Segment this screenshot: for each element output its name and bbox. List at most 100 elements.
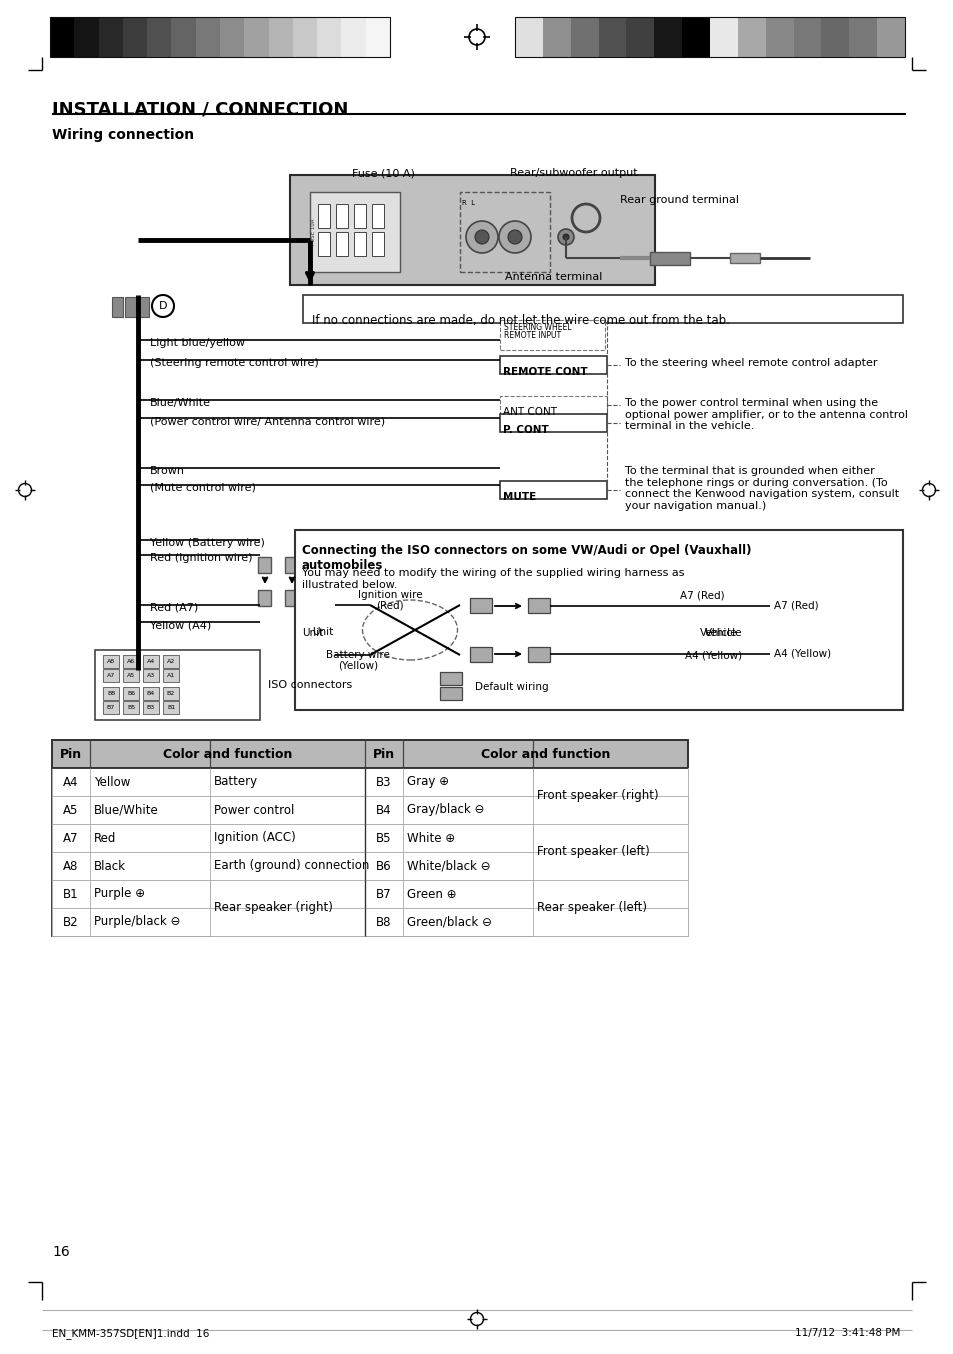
Bar [195, 18, 220, 57]
Bar [103, 701, 119, 714]
Bar [52, 741, 687, 768]
Text: Yellow: Yellow [94, 776, 131, 788]
Text: B6: B6 [375, 860, 392, 872]
Bar [257, 556, 271, 573]
Text: REMOTE INPUT: REMOTE INPUT [503, 330, 560, 340]
Bar [163, 686, 179, 700]
Bar [317, 232, 330, 256]
Text: B7: B7 [375, 887, 392, 900]
Bar [709, 18, 737, 57]
Text: B8: B8 [375, 915, 392, 929]
Text: INSTALLATION / CONNECTION: INSTALLATION / CONNECTION [52, 100, 348, 118]
Text: A4: A4 [147, 659, 155, 663]
Text: B6: B6 [127, 691, 135, 696]
Text: Purple/black ⊖: Purple/black ⊖ [94, 915, 180, 929]
Text: B8: B8 [107, 691, 115, 696]
Bar [52, 768, 687, 796]
Text: Blue/White: Blue/White [150, 398, 211, 408]
Text: B4: B4 [375, 803, 392, 816]
Bar [499, 414, 606, 432]
Bar [459, 192, 550, 272]
Text: If no connections are made, do not let the wire come out from the tab.: If no connections are made, do not let t… [312, 314, 729, 328]
Bar [285, 556, 297, 573]
Text: Power control: Power control [213, 803, 294, 816]
Text: To the power control terminal when using the
optional power amplifier, or to the: To the power control terminal when using… [624, 398, 907, 431]
Text: Vehicle: Vehicle [704, 628, 741, 638]
Text: B1: B1 [167, 705, 175, 709]
Circle shape [465, 221, 497, 253]
Text: Vehicle: Vehicle [700, 628, 737, 638]
Bar [290, 175, 655, 284]
Bar [793, 18, 821, 57]
Bar [737, 18, 765, 57]
Text: You may need to modify the wiring of the supplied wiring harness as
illustrated : You may need to modify the wiring of the… [302, 567, 684, 589]
Bar [515, 18, 542, 57]
Bar [303, 295, 902, 324]
Bar [585, 204, 599, 218]
Bar [294, 529, 902, 709]
Text: To the terminal that is grounded when either
the telephone rings or during conve: To the terminal that is grounded when ei… [624, 466, 898, 510]
Text: Earth (ground) connection: Earth (ground) connection [213, 860, 369, 872]
Text: Fuse (10 A): Fuse (10 A) [352, 168, 415, 177]
Text: A7 (Red): A7 (Red) [773, 600, 818, 611]
Text: Gray/black ⊖: Gray/black ⊖ [407, 803, 484, 816]
Text: Brown: Brown [150, 466, 185, 477]
Text: A4 (Yellow): A4 (Yellow) [773, 649, 830, 658]
Bar [172, 18, 195, 57]
Bar [163, 669, 179, 682]
Bar [163, 655, 179, 668]
Bar [143, 686, 159, 700]
Bar [341, 18, 365, 57]
Text: A4: A4 [63, 776, 79, 788]
Bar [52, 741, 687, 936]
Bar [310, 192, 399, 272]
Text: A5: A5 [63, 803, 78, 816]
Text: Color and function: Color and function [163, 747, 292, 761]
Bar [123, 655, 139, 668]
Bar [103, 686, 119, 700]
Bar [123, 701, 139, 714]
Bar [527, 647, 550, 662]
Bar [210, 880, 365, 936]
Bar [123, 686, 139, 700]
Text: A5: A5 [127, 673, 135, 678]
Text: Pin: Pin [60, 747, 82, 761]
Bar [365, 18, 390, 57]
Circle shape [152, 295, 173, 317]
Bar [499, 320, 604, 349]
Text: B3: B3 [375, 776, 392, 788]
Text: MUTE: MUTE [502, 492, 536, 502]
Text: B2: B2 [63, 915, 79, 929]
Text: B5: B5 [375, 831, 392, 845]
Bar [50, 18, 74, 57]
Text: B1: B1 [63, 887, 79, 900]
Bar [470, 647, 492, 662]
Bar [52, 852, 687, 880]
Circle shape [507, 230, 521, 244]
Text: A2: A2 [167, 659, 175, 663]
Bar [257, 590, 271, 607]
Text: A7: A7 [63, 831, 79, 845]
Circle shape [498, 221, 531, 253]
Bar [293, 18, 316, 57]
Text: EN_KMM-357SD[EN]1.indd  16: EN_KMM-357SD[EN]1.indd 16 [52, 1328, 209, 1339]
Bar [52, 796, 687, 825]
Circle shape [475, 230, 489, 244]
Bar [570, 18, 598, 57]
Text: White ⊕: White ⊕ [407, 831, 455, 845]
Text: (Mute control wire): (Mute control wire) [150, 483, 255, 493]
Bar [681, 18, 709, 57]
Bar [103, 669, 119, 682]
Text: Ignition (ACC): Ignition (ACC) [213, 831, 295, 845]
Bar [147, 18, 172, 57]
Text: Front speaker (left): Front speaker (left) [537, 845, 649, 858]
Bar [515, 18, 904, 57]
Bar [499, 481, 606, 500]
Bar [95, 650, 260, 720]
Bar [138, 297, 149, 317]
Bar [533, 825, 687, 880]
Bar [499, 395, 606, 414]
Bar [317, 204, 330, 227]
Text: A6: A6 [127, 659, 135, 663]
Text: D: D [158, 301, 167, 311]
